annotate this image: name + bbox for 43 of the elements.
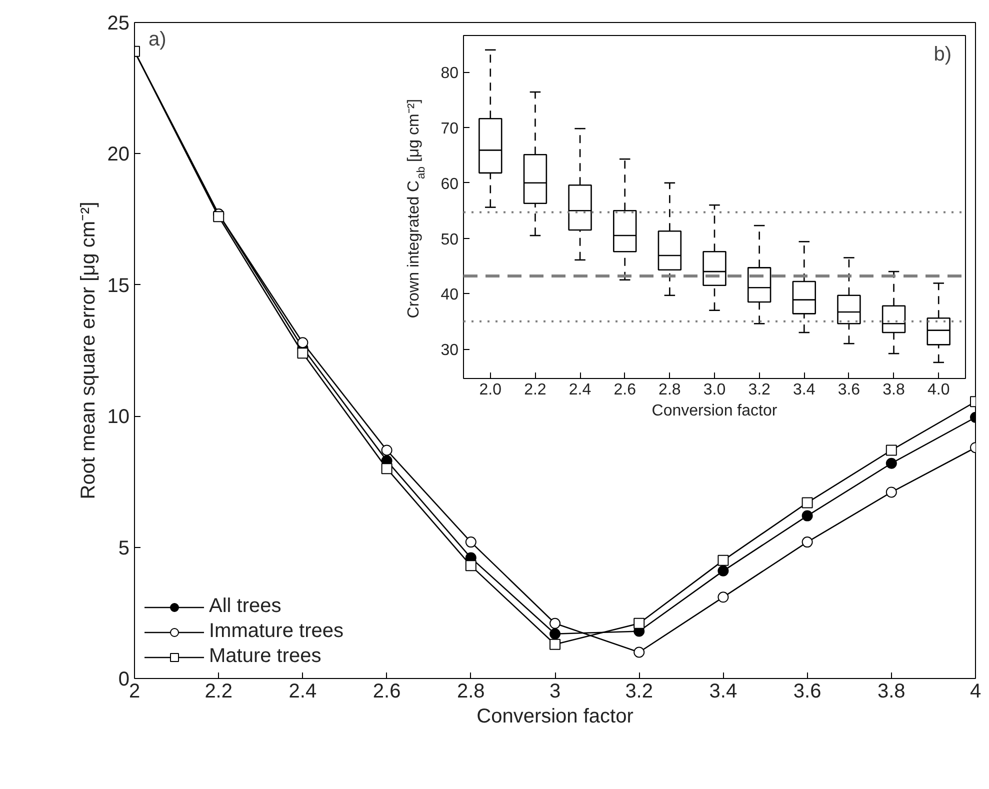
legend-label: Immature trees	[209, 620, 344, 643]
y-tick-label: 40	[440, 286, 459, 304]
x-tick-label: 2.0	[479, 382, 502, 398]
x-tick-label: 3.4	[793, 382, 816, 398]
legend-label: All trees	[209, 595, 282, 618]
y-tick-label: 50	[440, 231, 459, 248]
x-tick-label: 2	[128, 680, 140, 702]
y-tick-label: 70	[440, 120, 459, 138]
y-tick-label: 10	[107, 406, 130, 428]
y-axis-title: Crown integrated Cab [μg cm⁻²]	[406, 98, 428, 318]
y-tick-label: 25	[107, 12, 130, 34]
x-tick-label: 3.6	[793, 680, 822, 702]
x-tick-label: 4	[970, 680, 982, 702]
y-axis-title: Root mean square error [μg cm⁻²]	[77, 202, 100, 500]
y-tick-label: 80	[440, 65, 459, 82]
x-tick-label: 2.2	[524, 382, 546, 398]
x-tick-label: 2.6	[372, 680, 401, 702]
x-tick-label: 3.6	[838, 382, 860, 398]
x-tick-label: 3.8	[882, 382, 906, 398]
x-tick-label: 2.6	[614, 382, 636, 398]
y-tick-label: 5	[118, 537, 130, 560]
annotation: b)	[934, 44, 952, 66]
x-tick-label: 4.0	[927, 382, 950, 398]
x-tick-label: 2.4	[288, 680, 317, 702]
y-tick-label: 30	[440, 342, 459, 360]
x-tick-label: 3.0	[703, 382, 726, 398]
x-tick-label: 3.4	[709, 680, 738, 702]
x-tick-label: 2.8	[457, 680, 485, 702]
y-tick-label: 15	[107, 274, 130, 297]
x-tick-label: 2.2	[204, 680, 233, 702]
x-tick-label: 3.8	[878, 680, 906, 702]
annotation: a)	[148, 28, 166, 50]
x-axis-title: Conversion factor	[476, 706, 634, 728]
x-axis-title: Conversion factor	[652, 402, 778, 420]
x-tick-label: 3.2	[748, 382, 771, 398]
x-tick-label: 3	[549, 680, 561, 702]
y-tick-label: 20	[107, 144, 130, 166]
y-tick-label: 60	[440, 176, 459, 193]
x-tick-label: 2.8	[658, 382, 681, 398]
y-tick-label: 0	[118, 668, 130, 690]
legend-label: Mature trees	[209, 645, 322, 668]
x-tick-label: 3.2	[625, 680, 654, 702]
x-tick-label: 2.4	[568, 382, 592, 398]
